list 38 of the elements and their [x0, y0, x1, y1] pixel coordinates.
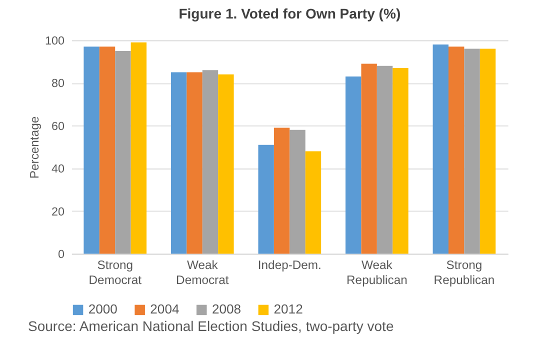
- bar: [130, 42, 147, 254]
- bar: [392, 68, 408, 254]
- y-tick-label: 60: [51, 120, 65, 133]
- legend-label: 2004: [150, 302, 180, 317]
- bar: [99, 46, 116, 254]
- x-tick-label: Strong Republican: [434, 258, 495, 288]
- legend-label: 2008: [212, 302, 242, 317]
- y-tick-label: 0: [58, 248, 65, 261]
- bar: [480, 48, 496, 254]
- y-tick-label: 100: [44, 34, 65, 48]
- bar: [361, 64, 377, 254]
- bar: [202, 70, 218, 254]
- chart-title: Figure 1. Voted for Own Party (%): [178, 6, 401, 22]
- bar: [218, 74, 234, 254]
- bar: [186, 72, 202, 254]
- y-tick-label: 20: [51, 205, 65, 218]
- bar: [305, 151, 322, 254]
- x-tick-label: Strong Democrat: [88, 258, 142, 288]
- bar: [290, 130, 306, 254]
- x-tick-label: Indep-Dem.: [258, 258, 322, 272]
- source-note: Source: American National Election Studies, two-party vote: [28, 318, 395, 334]
- y-tick-label: 40: [51, 162, 65, 176]
- x-tick-label: Weak Republican: [346, 258, 408, 288]
- legend-label: 2000: [88, 302, 118, 317]
- x-tick-label: Weak Democrat: [176, 258, 230, 288]
- bar: [84, 46, 100, 254]
- y-axis-title: Percentage: [27, 116, 42, 179]
- bar: [448, 46, 464, 254]
- y-tick-label: 80: [51, 77, 65, 90]
- bar: [115, 50, 131, 254]
- bar: [170, 72, 187, 254]
- bar: [274, 128, 290, 254]
- bar: [346, 76, 362, 254]
- bar: [258, 144, 274, 254]
- bar: [376, 66, 393, 254]
- bar: [464, 48, 480, 254]
- bar: [432, 44, 449, 254]
- legend-label: 2012: [274, 302, 303, 317]
